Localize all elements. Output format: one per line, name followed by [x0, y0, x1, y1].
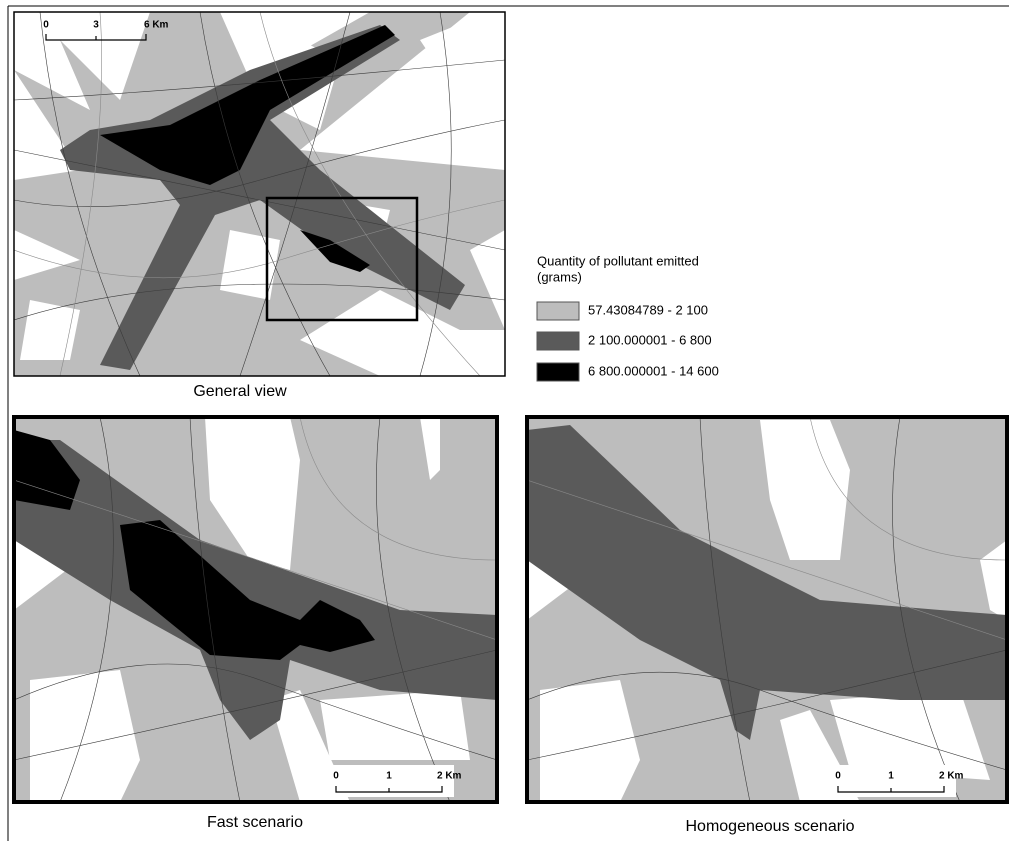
legend-label: 6 800.000001 - 14 600	[588, 363, 719, 378]
homogeneous-map	[527, 417, 1005, 802]
legend-swatch	[536, 331, 580, 351]
caption: General view	[193, 383, 287, 400]
scale-label: 0	[835, 771, 841, 782]
scale-label: 0	[43, 20, 49, 31]
legend-label: 2 100.000001 - 6 800	[588, 332, 712, 347]
legend-unit: (grams)	[537, 269, 582, 284]
general-frame	[13, 11, 506, 377]
scale-label: 1	[888, 771, 894, 782]
scale-label: 2 Km	[437, 771, 462, 782]
homogeneous-frame	[525, 415, 1009, 804]
caption: Homogeneous scenario	[686, 818, 855, 835]
fast-frame	[12, 415, 499, 804]
legend-swatch	[536, 362, 580, 382]
scale-bar	[335, 786, 443, 793]
legend-swatch	[536, 301, 580, 321]
legend: 57.43084789 - 2 100 2 100.000001 - 6 800 6…	[536, 301, 719, 382]
scale-bar	[45, 34, 147, 41]
fast-map	[14, 417, 497, 802]
caption: Fast scenario	[207, 814, 303, 831]
legend-label: 57.43084789 - 2 100	[588, 302, 708, 317]
scale-label: 3	[93, 20, 99, 31]
scale-bar	[837, 786, 945, 793]
legend-title: Quantity of pollutant emitted	[537, 253, 699, 268]
scale-label: 1	[386, 771, 392, 782]
scale-label: 2 Km	[939, 771, 964, 782]
scale-label: 0	[333, 771, 339, 782]
scale-label: 6 Km	[144, 20, 169, 31]
general-map	[14, 12, 505, 376]
